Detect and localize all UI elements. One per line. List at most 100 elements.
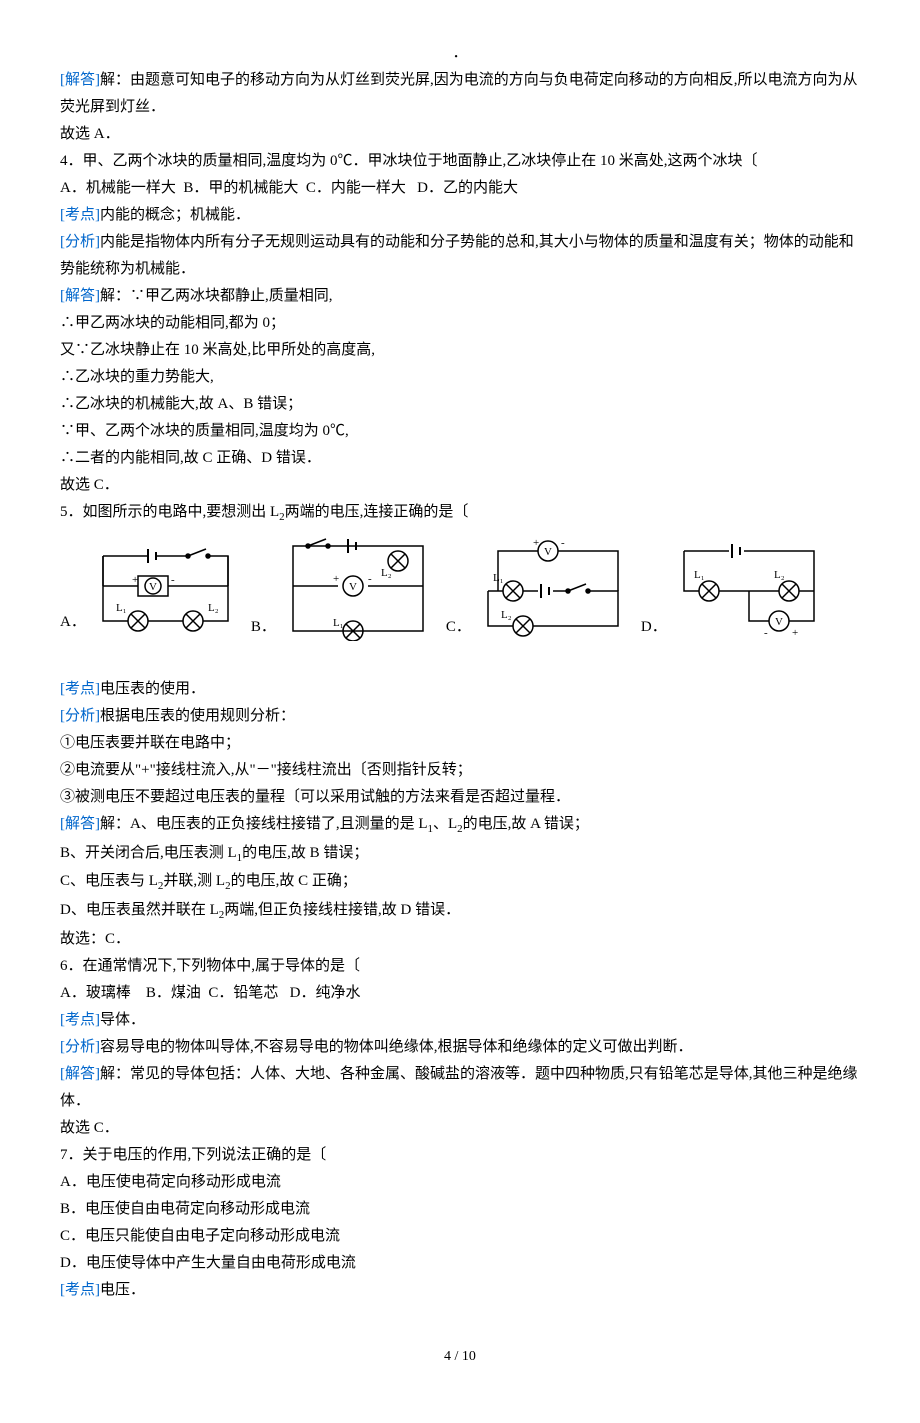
q5-fenxi: [分析]根据电压表的使用规则分析： xyxy=(60,703,860,730)
q5-optD: D． V - + L₁ L₂ xyxy=(641,536,829,641)
circuit-A: V + - L₁ L₂ xyxy=(88,541,243,636)
q7-optC: C．电压只能使自由电子定向移动形成电流 xyxy=(60,1223,860,1250)
q5-r3: ③被测电压不要超过电压表的量程〔可以采用试触的方法来看是否超过量程． xyxy=(60,784,860,811)
q7-kaodian: [考点]电压． xyxy=(60,1277,860,1304)
q5-diagrams: A． V + - L₁ xyxy=(60,536,860,641)
q5-fenxi-text: 根据电压表的使用规则分析： xyxy=(100,708,295,724)
q6-fenxi-text: 容易导电的物体叫导体,不容易导电的物体叫绝缘体,根据导体和绝缘体的定义可做出判断… xyxy=(100,1039,693,1055)
q5-ad2: 两端,但正负接线柱接错,故 D 错误． xyxy=(224,902,460,918)
q3-conclusion: 故选 A． xyxy=(60,121,860,148)
q4-kaodian-text: 内能的概念；机械能． xyxy=(100,207,250,223)
q5-ad1: D、电压表虽然并联在 L xyxy=(60,902,219,918)
q4-ans-l5: ∴乙冰块的机械能大,故 A、B 错误； xyxy=(60,391,860,418)
q5-ac3: 的电压,故 C 正确； xyxy=(231,873,357,889)
svg-text:L₂: L₂ xyxy=(381,567,392,579)
q6-answer-text: 解：常见的导体包括：人体、大地、各种金属、酸碱盐的溶液等．题中四种物质,只有铅笔… xyxy=(60,1066,858,1109)
svg-text:L₁: L₁ xyxy=(493,572,504,584)
svg-text:L₂: L₂ xyxy=(208,602,219,614)
svg-text:L₂: L₂ xyxy=(501,609,512,621)
q5-stem-a: 5．如图所示的电路中,要想测出 L xyxy=(60,504,279,520)
q5-ans-a: [解答]解：A、电压表的正负接线柱接错了,且测量的是 L1、L2的电压,故 A … xyxy=(60,811,860,840)
q6-conclusion: 故选 C． xyxy=(60,1115,860,1142)
q4-ans-l7: ∴二者的内能相同,故 C 正确、D 错误． xyxy=(60,445,860,472)
q5-ans-c: C、电压表与 L2并联,测 L2的电压,故 C 正确； xyxy=(60,868,860,897)
q7-kaodian-text: 电压． xyxy=(100,1282,145,1298)
q4-optA: A．机械能一样大 xyxy=(60,180,176,196)
svg-text:L₁: L₁ xyxy=(694,569,705,581)
q4-ans-l3: 又∵乙冰块静止在 10 米高处,比甲所处的高度高, xyxy=(60,337,860,364)
svg-text:V: V xyxy=(544,546,552,558)
q4-kaodian: [考点]内能的概念；机械能． xyxy=(60,202,860,229)
q5-ab1: B、开关闭合后,电压表测 L xyxy=(60,845,237,861)
q4-ans-l1: [解答]解：∵甲乙两冰块都静止,质量相同, xyxy=(60,283,860,310)
q5-labelC: C． xyxy=(446,614,471,641)
q6-kaodian-label: [考点] xyxy=(60,1012,100,1028)
q5-optC: C． V + - L₁ L₂ xyxy=(446,536,633,641)
q5-labelA: A． xyxy=(60,609,86,636)
svg-text:-: - xyxy=(368,573,372,585)
circuit-D: V - + L₁ L₂ xyxy=(669,536,829,641)
q5-fenxi-label: [分析] xyxy=(60,708,100,724)
svg-text:-: - xyxy=(171,574,175,586)
q4-ans-l2: ∴甲乙两冰块的动能相同,都为 0； xyxy=(60,310,860,337)
q4-options: A．机械能一样大 B．甲的机械能大 C．内能一样大 D．乙的内能大 xyxy=(60,175,860,202)
q5-aa2: 、L xyxy=(433,816,457,832)
q6-stem: 6．在通常情况下,下列物体中,属于导体的是〔 xyxy=(60,953,860,980)
q5-kaodian-text: 电压表的使用． xyxy=(100,681,205,697)
q7-optD: D．电压使导体中产生大量自由电荷形成电流 xyxy=(60,1250,860,1277)
q3-answer-text: 解：由题意可知电子的移动方向为从灯丝到荧光屏,因为电流的方向与负电荷定向移动的方… xyxy=(60,72,858,115)
q4-ans-l6: ∵甲、乙两个冰块的质量相同,温度均为 0℃, xyxy=(60,418,860,445)
q5-ans-b: B、开关闭合后,电压表测 L1的电压,故 B 错误； xyxy=(60,840,860,869)
q5-stem-b: 两端的电压,连接正确的是〔 xyxy=(285,504,469,520)
q4-fenxi-text: 内能是指物体内所有分子无规则运动具有的动能和分子势能的总和,其大小与物体的质量和… xyxy=(60,234,854,277)
q3-answer: [解答]解：由题意可知电子的移动方向为从灯丝到荧光屏,因为电流的方向与负电荷定向… xyxy=(60,67,860,121)
q5-ac2: 并联,测 L xyxy=(163,873,225,889)
svg-text:V: V xyxy=(349,581,357,593)
q4-fenxi: [分析]内能是指物体内所有分子无规则运动具有的动能和分子势能的总和,其大小与物体… xyxy=(60,229,860,283)
q6-fenxi-label: [分析] xyxy=(60,1039,100,1055)
q5-ab2: 的电压,故 B 错误； xyxy=(242,845,368,861)
q4-conclusion: 故选 C． xyxy=(60,472,860,499)
q5-aa1: 解：A、电压表的正负接线柱接错了,且测量的是 L xyxy=(100,816,428,832)
q7-optA: A．电压使电荷定向移动形成电流 xyxy=(60,1169,860,1196)
q6-optB: B．煤油 xyxy=(146,985,201,1001)
q7-stem: 7．关于电压的作用,下列说法正确的是〔 xyxy=(60,1142,860,1169)
q5-answer-label: [解答] xyxy=(60,816,100,832)
q6-optD: D．纯净水 xyxy=(290,985,361,1001)
q5-stem: 5．如图所示的电路中,要想测出 L2两端的电压,连接正确的是〔 xyxy=(60,499,860,528)
q5-labelD: D． xyxy=(641,614,667,641)
circuit-C: V + - L₁ L₂ xyxy=(473,536,633,641)
q7-kaodian-label: [考点] xyxy=(60,1282,100,1298)
q4-kaodian-label: [考点] xyxy=(60,207,100,223)
q4-stem: 4．甲、乙两个冰块的质量相同,温度均为 0℃．甲冰块位于地面静止,乙冰块停止在 … xyxy=(60,148,860,175)
q4-answer-label: [解答] xyxy=(60,288,100,304)
q6-kaodian: [考点]导体． xyxy=(60,1007,860,1034)
svg-text:V: V xyxy=(149,581,157,593)
q6-options: A．玻璃棒 B．煤油 C．铅笔芯 D．纯净水 xyxy=(60,980,860,1007)
q5-kaodian: [考点]电压表的使用． xyxy=(60,676,860,703)
q5-aa3: 的电压,故 A 错误； xyxy=(463,816,589,832)
q4-optD: D．乙的内能大 xyxy=(417,180,518,196)
q4-fenxi-label: [分析] xyxy=(60,234,100,250)
svg-text:L₁: L₁ xyxy=(116,602,127,614)
q4-ans-t1: 解：∵甲乙两冰块都静止,质量相同, xyxy=(100,288,333,304)
q5-ans-d: D、电压表虽然并联在 L2两端,但正负接线柱接错,故 D 错误． xyxy=(60,897,860,926)
q5-labelB: B． xyxy=(251,614,276,641)
q4-optB: B．甲的机械能大 xyxy=(183,180,298,196)
page-footer: 4 / 10 xyxy=(60,1344,860,1369)
q6-optC: C．铅笔芯 xyxy=(208,985,278,1001)
q5-kaodian-label: [考点] xyxy=(60,681,100,697)
svg-text:+: + xyxy=(792,627,798,639)
q6-answer: [解答]解：常见的导体包括：人体、大地、各种金属、酸碱盐的溶液等．题中四种物质,… xyxy=(60,1061,860,1115)
q5-r1: ①电压表要并联在电路中； xyxy=(60,730,860,757)
circuit-B: V + - L₂ L₁ xyxy=(278,536,438,641)
q5-r2: ②电流要从"+"接线柱流入,从"－"接线柱流出〔否则指针反转； xyxy=(60,757,860,784)
q6-optA: A．玻璃棒 xyxy=(60,985,131,1001)
q4-optC: C．内能一样大 xyxy=(306,180,406,196)
svg-text:L₂: L₂ xyxy=(774,569,785,581)
svg-text:+: + xyxy=(132,574,138,586)
q6-kaodian-text: 导体． xyxy=(100,1012,145,1028)
svg-text:+: + xyxy=(333,573,339,585)
q4-ans-l4: ∴乙冰块的重力势能大, xyxy=(60,364,860,391)
q3-answer-label: [解答] xyxy=(60,72,100,88)
